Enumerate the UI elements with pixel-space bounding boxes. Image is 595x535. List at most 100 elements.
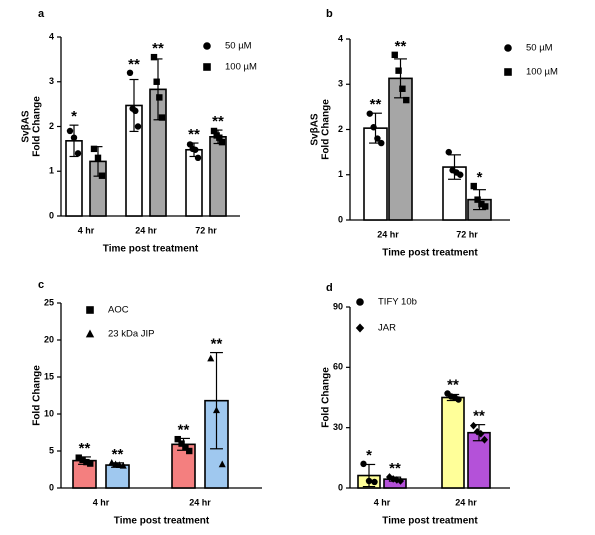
- legend-label: 50 µM: [526, 43, 553, 54]
- data-point: [132, 107, 139, 115]
- legend-label: JAR: [378, 323, 396, 334]
- x-tick-label: 4 hr: [93, 497, 110, 507]
- y-tick-label: 90: [333, 301, 343, 311]
- data-point: [385, 473, 394, 481]
- panel-letter: b: [326, 8, 333, 20]
- data-point: [119, 461, 127, 469]
- data-point: [90, 145, 98, 153]
- data-point: [134, 123, 142, 130]
- data-point: [482, 203, 489, 210]
- y-tick-label: 0: [49, 210, 54, 220]
- data-point: [98, 172, 106, 179]
- data-point: [455, 396, 462, 403]
- data-point: [66, 127, 74, 135]
- x-tick-label: 4 hr: [78, 225, 95, 235]
- legend-marker: [356, 298, 364, 306]
- data-point: [395, 67, 402, 74]
- data-point: [365, 477, 373, 485]
- y-tick-label: 0: [49, 482, 54, 492]
- significance: **: [211, 336, 223, 353]
- significance: **: [128, 56, 140, 73]
- y-tick-label: 10: [44, 408, 54, 418]
- panel-letter: a: [38, 8, 45, 20]
- panel-letter: d: [326, 282, 333, 294]
- legend-marker: [203, 42, 211, 50]
- data-point: [75, 454, 82, 461]
- legend-label: 50 µM: [225, 41, 252, 52]
- bar: [441, 396, 465, 489]
- data-point: [445, 148, 452, 156]
- data-point: [194, 154, 202, 162]
- x-tick-label: 24 hr: [135, 225, 157, 235]
- significance: **: [79, 440, 91, 457]
- data-point: [210, 127, 218, 135]
- data-point: [83, 458, 90, 466]
- x-axis-label: Time post treatment: [382, 248, 478, 259]
- data-point: [79, 456, 86, 464]
- significance: **: [370, 96, 382, 113]
- data-point: [378, 139, 385, 147]
- x-tick-label: 72 hr: [456, 229, 478, 239]
- data-point: [360, 460, 367, 468]
- significance: **: [389, 460, 401, 477]
- data-point: [396, 477, 405, 485]
- data-point: [182, 444, 189, 451]
- data-point: [374, 135, 381, 142]
- data-point: [150, 53, 158, 61]
- y-tick-label: 30: [333, 422, 343, 432]
- significance: **: [152, 40, 164, 57]
- data-point: [174, 435, 181, 443]
- x-tick-label: 24 hr: [189, 497, 211, 507]
- x-axis-label: Time post treatment: [114, 516, 210, 527]
- y-tick-label: 60: [333, 362, 343, 372]
- y-tick-label: 1: [338, 169, 343, 179]
- data-point: [212, 406, 221, 414]
- x-axis-label: Time post treatment: [382, 516, 478, 527]
- y-axis-label: SvβAS: [310, 113, 321, 146]
- legend-label: 100 µM: [526, 67, 558, 78]
- y-tick-label: 3: [338, 79, 343, 89]
- data-point: [207, 354, 215, 362]
- data-point: [178, 440, 185, 447]
- y-tick-label: 4: [49, 31, 54, 41]
- significance: *: [71, 108, 77, 125]
- y-tick-label: 2: [338, 124, 343, 134]
- y-axis-label: SvβAS: [21, 110, 32, 143]
- data-point: [457, 171, 464, 178]
- y-axis-label: Fold Change: [32, 365, 43, 426]
- y-tick-label: 2: [49, 121, 54, 131]
- y-axis-label: Fold Change: [321, 367, 332, 428]
- data-point: [478, 200, 485, 208]
- y-tick-label: 1: [49, 166, 54, 176]
- y-axis-label: Fold Change: [32, 96, 43, 157]
- y-tick-label: 0: [338, 482, 343, 492]
- data-point: [126, 69, 134, 77]
- data-point: [218, 460, 226, 468]
- data-point: [371, 478, 378, 486]
- y-tick-label: 15: [44, 371, 54, 381]
- significance: **: [447, 376, 459, 393]
- data-point: [477, 429, 485, 438]
- data-point: [87, 460, 94, 467]
- y-axis-label: Fold Change: [321, 99, 332, 160]
- y-tick-label: 5: [49, 445, 54, 455]
- legend-marker: [504, 68, 512, 76]
- data-point: [480, 435, 489, 444]
- legend-marker: [355, 323, 365, 333]
- significance: *: [477, 169, 483, 186]
- data-point: [403, 96, 410, 104]
- x-tick-label: 24 hr: [455, 497, 477, 507]
- legend-label: AOC: [108, 305, 129, 316]
- legend-marker: [85, 329, 95, 338]
- panel-letter: c: [38, 279, 44, 291]
- data-point: [74, 150, 82, 157]
- x-tick-label: 72 hr: [195, 225, 217, 235]
- data-point: [216, 134, 223, 141]
- data-point: [158, 114, 166, 121]
- y-tick-label: 3: [49, 76, 54, 86]
- data-point: [370, 124, 377, 131]
- data-point: [469, 421, 478, 430]
- data-point: [70, 134, 78, 141]
- data-point: [399, 85, 406, 92]
